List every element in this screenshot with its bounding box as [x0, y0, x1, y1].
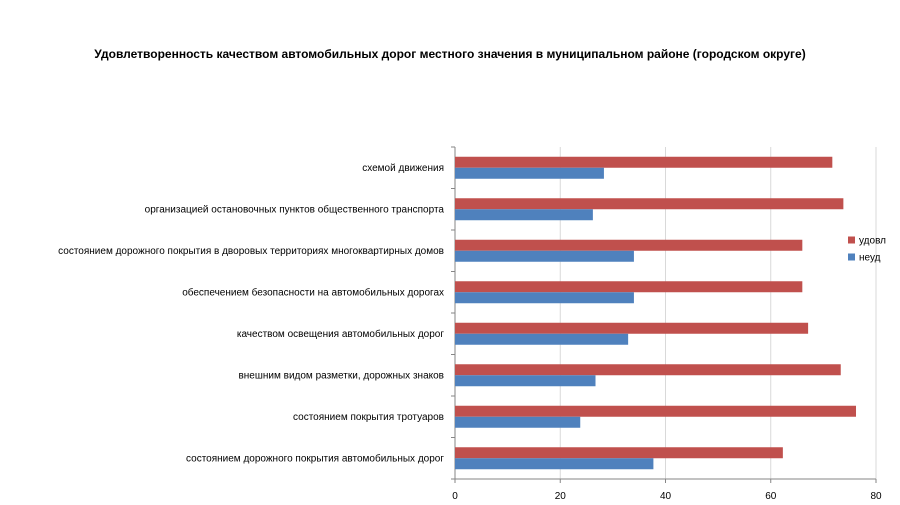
bar-udovl — [455, 322, 809, 334]
x-tick-label: 60 — [765, 491, 777, 502]
legend-swatch-neud — [848, 253, 855, 261]
bar-udovl — [455, 405, 857, 417]
bar-neud — [455, 375, 596, 387]
bar-udovl — [455, 364, 841, 376]
category-label: состоянием дорожного покрытия автомобиль… — [186, 452, 444, 464]
bar-udovl — [455, 156, 833, 168]
category-label: организацией остановочных пунктов общест… — [145, 203, 445, 215]
category-label: состоянием покрытия тротуаров — [293, 412, 444, 423]
bar-neud — [455, 416, 581, 428]
chart-title: Удовлетворенность качеством автомобильны… — [94, 47, 806, 61]
bar-neud — [455, 250, 634, 262]
x-tick-label: 40 — [660, 491, 672, 502]
bar-udovl — [455, 281, 803, 293]
bar-neud — [455, 458, 654, 470]
category-label: состоянием дорожного покрытия в дворовых… — [58, 246, 444, 257]
category-label: качеством освещения автомобильных дорог — [237, 328, 444, 340]
category-label: внешним видом разметки, дорожных знаков — [238, 370, 444, 381]
bar-neud — [455, 292, 634, 304]
legend-swatch-udovl — [848, 236, 855, 244]
bar-neud — [455, 333, 629, 345]
x-tick-label: 80 — [870, 491, 882, 502]
x-tick-label: 0 — [452, 491, 458, 502]
x-tick-label: 20 — [555, 491, 567, 502]
legend-label: удовл — [859, 236, 886, 247]
bar-udovl — [455, 198, 844, 210]
bar-neud — [455, 209, 593, 221]
category-label: схемой движения — [362, 163, 444, 174]
bar-neud — [455, 167, 604, 179]
bar-udovl — [455, 239, 803, 251]
category-label: обеспечением безопасности на автомобильн… — [182, 286, 444, 298]
legend-label: неуд — [859, 253, 881, 264]
bar-udovl — [455, 447, 783, 459]
